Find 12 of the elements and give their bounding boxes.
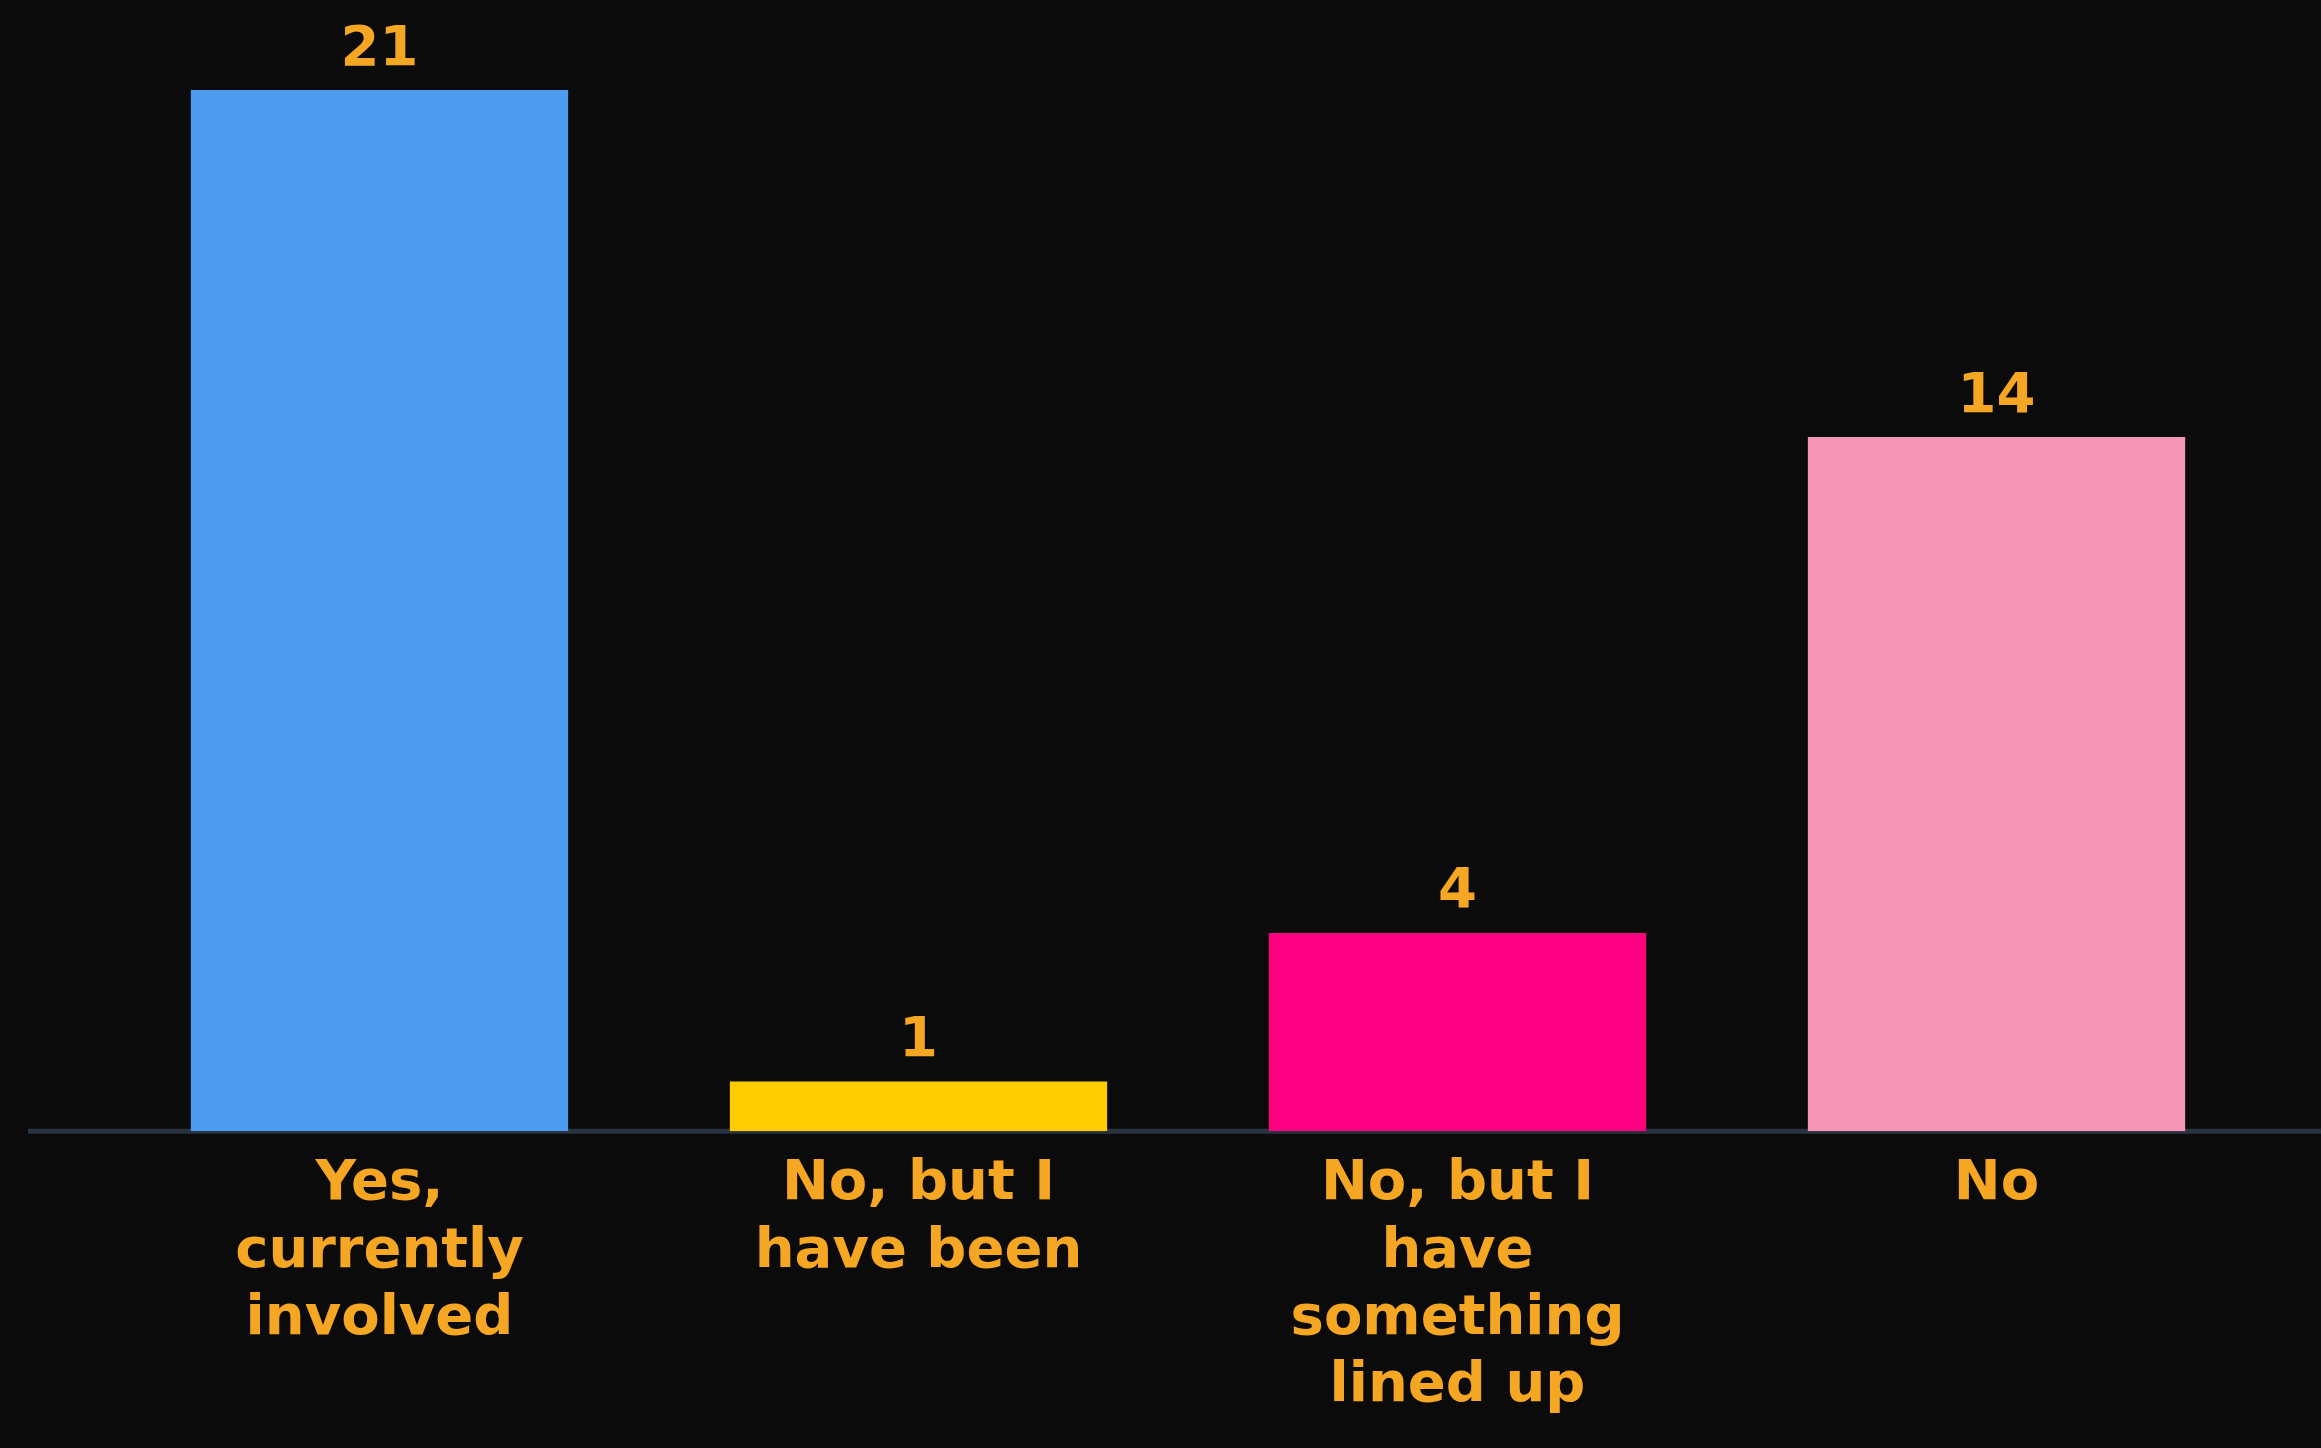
data-label: 14 — [1957, 359, 2036, 425]
bar — [1807, 437, 2186, 1132]
x-tick-label: No, but I have something lined up — [1290, 1147, 1625, 1414]
data-label: 21 — [340, 12, 419, 78]
x-tick-label: No — [1953, 1147, 2040, 1213]
x-tick-label: Yes, currently involved — [235, 1147, 524, 1347]
bar — [190, 90, 569, 1132]
data-label: 4 — [1438, 855, 1477, 921]
bar — [729, 1081, 1108, 1132]
bar — [1268, 932, 1647, 1132]
data-label: 1 — [899, 1004, 938, 1070]
x-tick-label: No, but I have been — [754, 1147, 1083, 1280]
